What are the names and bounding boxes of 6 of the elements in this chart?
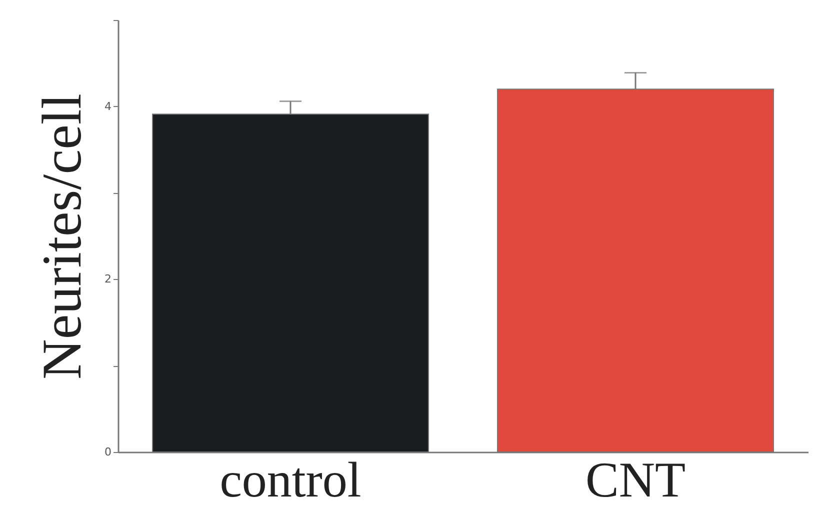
y-axis-title: Neurites/cell: [32, 93, 94, 380]
y-tick-label: 0: [104, 446, 112, 458]
x-tick-label: control: [220, 452, 362, 508]
y-tick-label: 4: [104, 100, 112, 113]
y-tick-label: 2: [104, 272, 112, 286]
x-tick-label: CNT: [586, 452, 686, 508]
